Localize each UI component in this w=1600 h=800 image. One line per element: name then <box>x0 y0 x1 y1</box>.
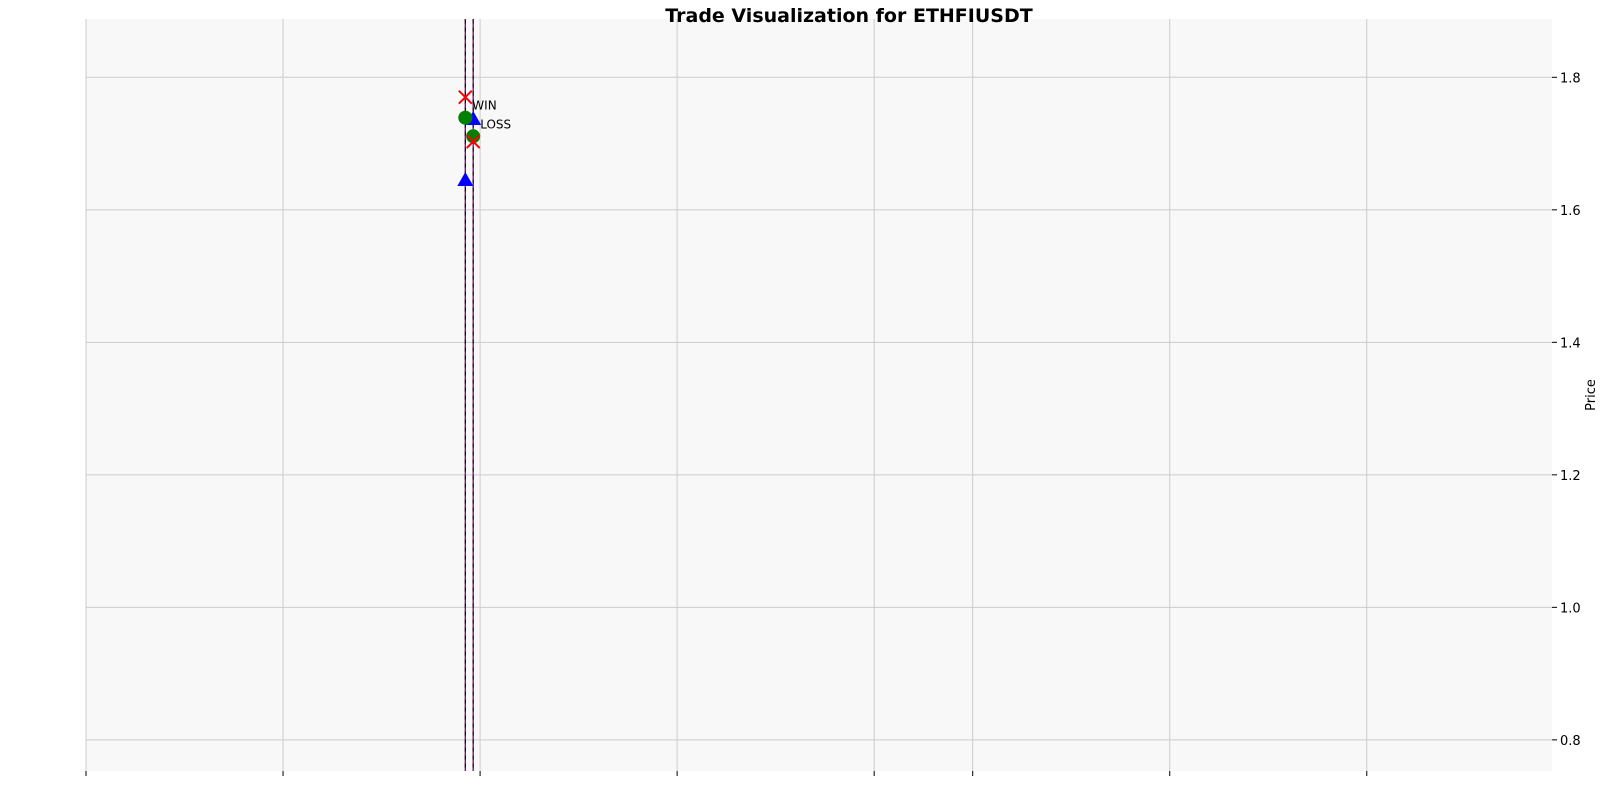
y-axis: 0.8 1.0 1.2 1.4 1.6 1.8 <box>1552 71 1581 749</box>
stop-loss-marker <box>458 89 473 105</box>
take-profit-marker <box>466 129 481 144</box>
stop-loss-marker <box>465 134 481 149</box>
grid <box>85 19 1552 771</box>
chart-title: Trade Visualization for ETHFIUSDT <box>665 5 1032 27</box>
stop-loss-marker-stroke <box>458 89 473 105</box>
x-axis <box>85 771 1368 776</box>
y-tick-label: 0.8 <box>1560 734 1581 749</box>
trade-markers <box>457 89 482 187</box>
trade-annotation: WIN <box>472 99 496 113</box>
take-profit-marker <box>458 110 473 125</box>
y-tick-label: 1.0 <box>1560 601 1581 616</box>
y-axis-label: Price <box>1584 379 1599 411</box>
plot-area <box>86 19 1552 771</box>
y-tick-label: 1.6 <box>1560 204 1581 219</box>
y-tick-label: 1.2 <box>1560 469 1581 484</box>
entry-marker <box>457 172 474 187</box>
trade-annotations: WIN LOSS <box>472 99 511 132</box>
trade-annotation: LOSS <box>480 117 511 131</box>
stop-loss-marker-stroke <box>465 134 481 149</box>
y-tick-label: 1.8 <box>1560 71 1581 86</box>
trade-lines <box>464 19 474 771</box>
y-tick-label: 1.4 <box>1560 336 1581 351</box>
